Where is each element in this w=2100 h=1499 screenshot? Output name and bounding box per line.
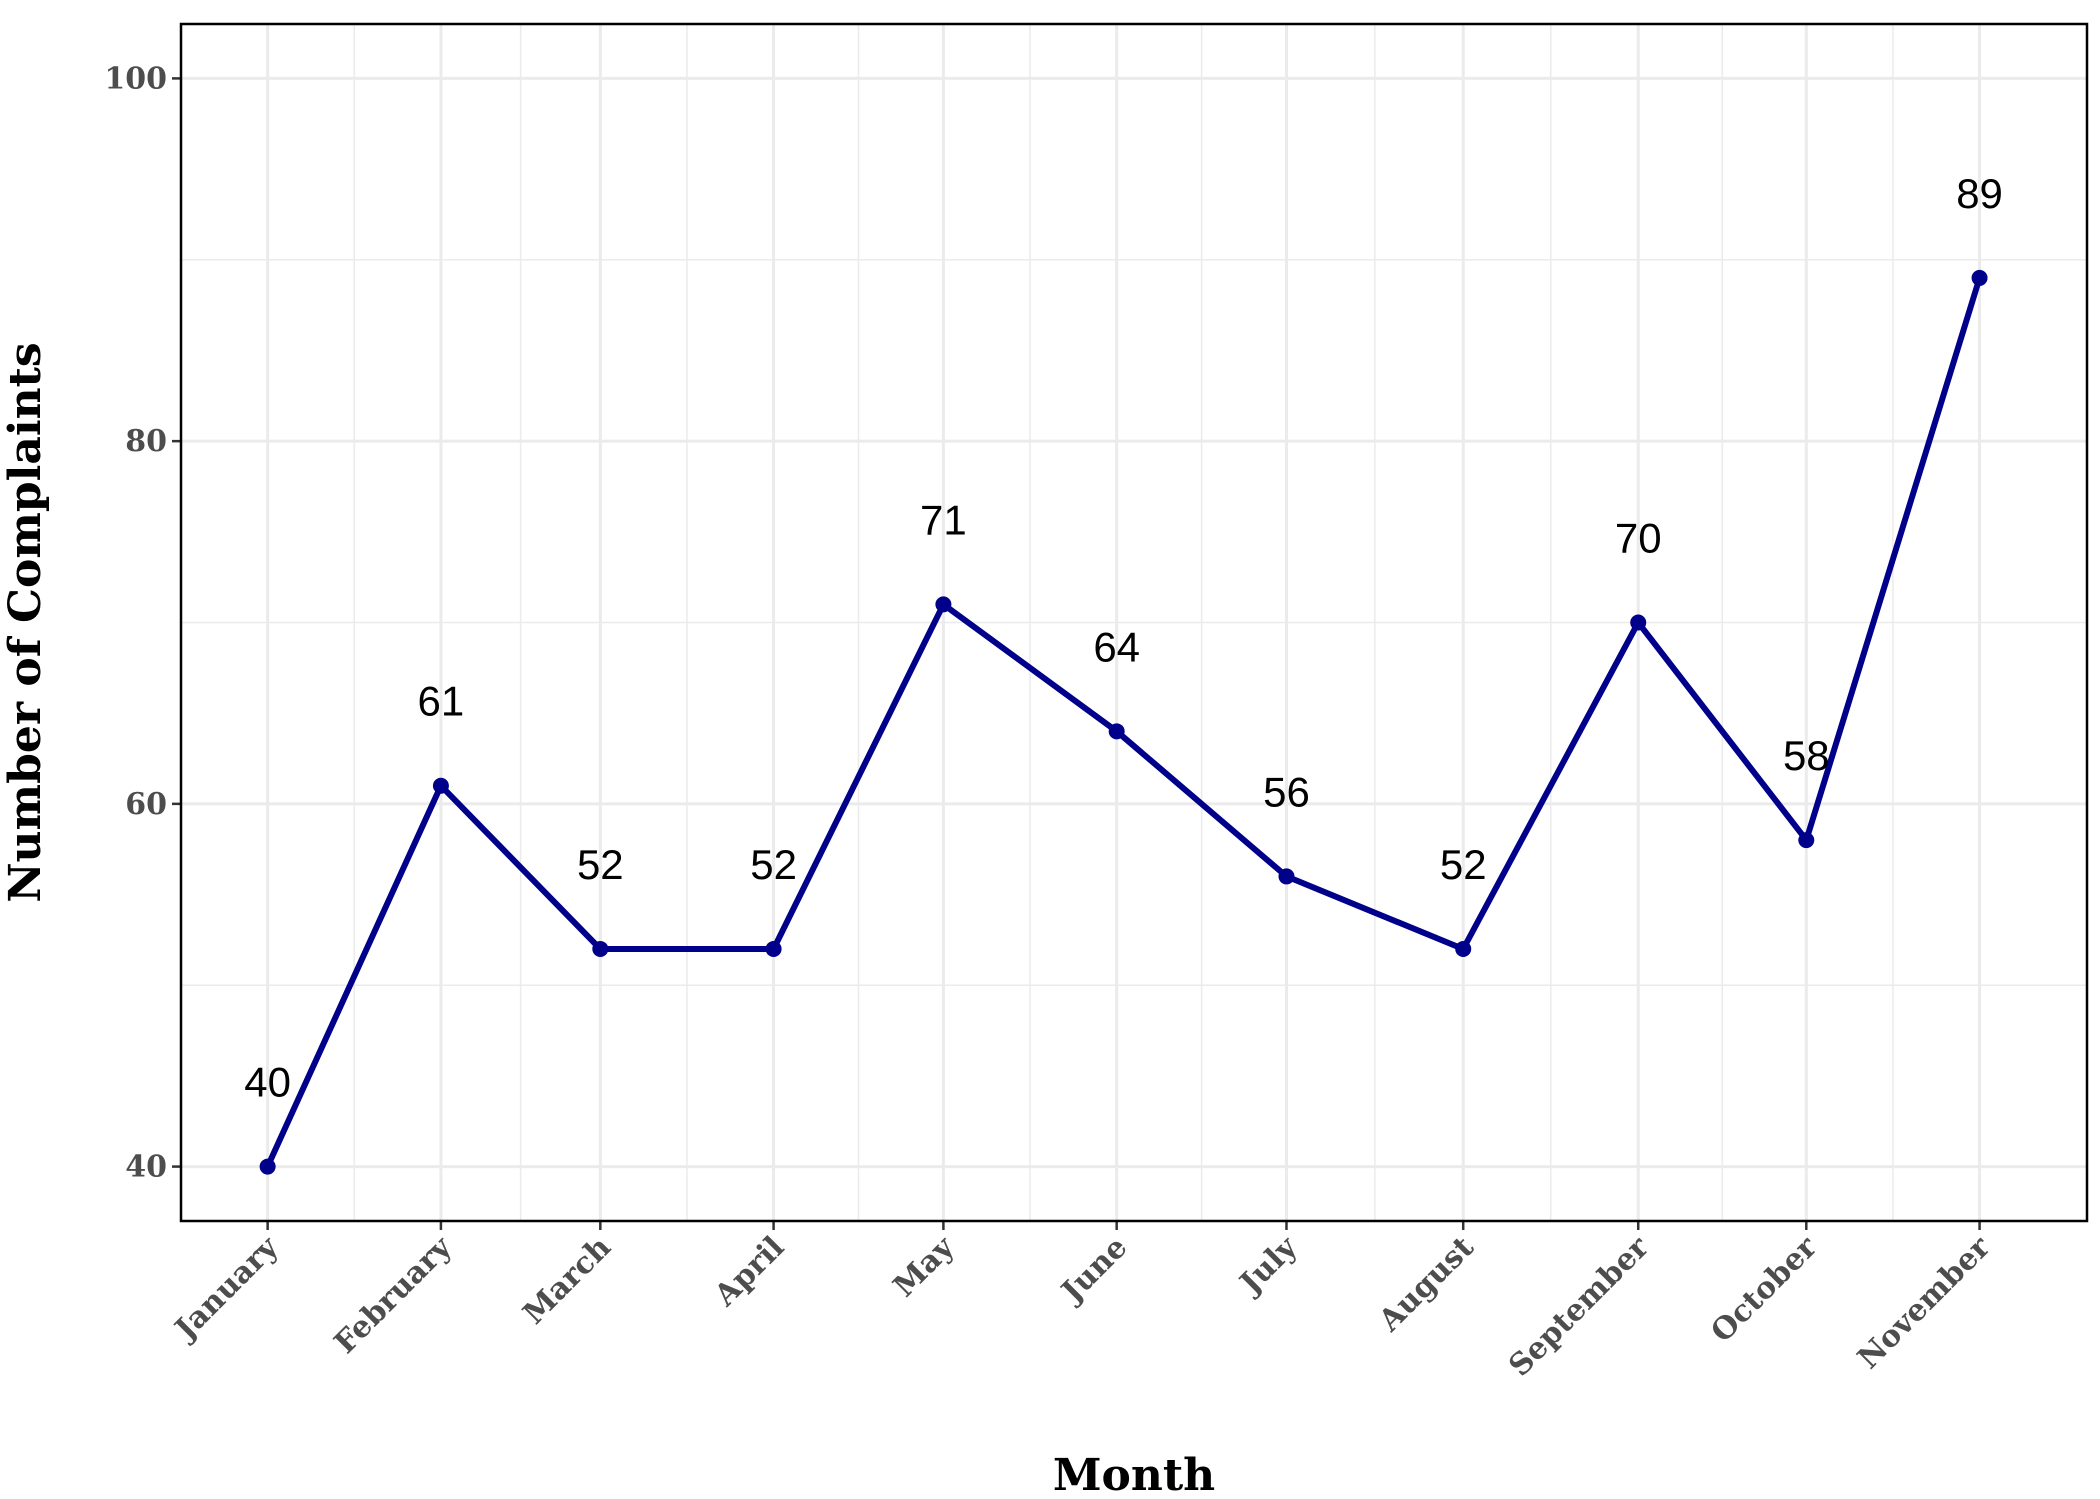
data-label: 52 <box>750 841 797 888</box>
data-point <box>259 1158 276 1175</box>
y-tick-label: 80 <box>125 424 167 459</box>
x-axis-title: Month <box>1053 1450 1215 1499</box>
data-label: 71 <box>920 496 967 543</box>
data-point <box>592 940 609 957</box>
data-labels: 40 61 52 52 71 64 56 52 70 58 89 <box>244 170 2003 1106</box>
data-point <box>1455 940 1472 957</box>
data-points <box>259 269 1988 1175</box>
data-label: 58 <box>1783 732 1830 779</box>
panel-border <box>179 22 2089 1223</box>
data-label: 56 <box>1263 768 1310 815</box>
y-tick-label: 60 <box>125 787 167 822</box>
data-point <box>1798 832 1815 849</box>
data-point <box>1108 723 1125 740</box>
data-point <box>765 940 782 957</box>
data-point <box>935 596 952 613</box>
data-point <box>432 777 449 794</box>
data-label: 70 <box>1615 515 1662 562</box>
data-label: 64 <box>1093 623 1140 670</box>
data-label: 40 <box>244 1059 291 1106</box>
data-label: 89 <box>1956 170 2003 217</box>
data-label: 52 <box>1440 841 1487 888</box>
y-tick-label: 40 <box>125 1150 167 1185</box>
y-tick-label: 100 <box>104 61 167 96</box>
data-label: 52 <box>577 841 624 888</box>
data-label: 61 <box>418 678 465 725</box>
data-point <box>1971 269 1988 286</box>
data-point <box>1630 614 1647 631</box>
data-point <box>1278 868 1295 885</box>
grid-lines <box>181 24 2087 1221</box>
y-axis-title: Number of Complaints <box>0 342 51 902</box>
